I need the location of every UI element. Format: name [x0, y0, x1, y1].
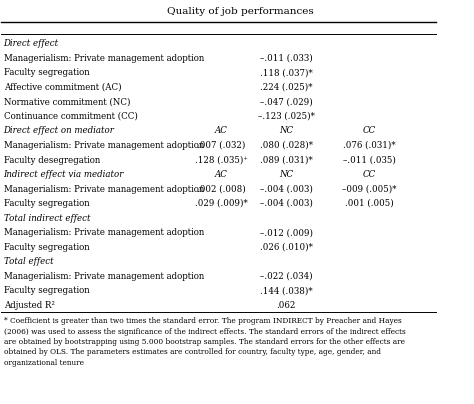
Text: Direct effect on mediator: Direct effect on mediator: [4, 126, 114, 135]
Text: NC: NC: [279, 126, 293, 135]
Text: –009 (.005)*: –009 (.005)*: [342, 185, 396, 194]
Text: .080 (.028)*: .080 (.028)*: [260, 141, 313, 150]
Text: Managerialism: Private management adoption: Managerialism: Private management adopti…: [4, 54, 204, 63]
Text: .128 (.035)⁺: .128 (.035)⁺: [194, 156, 247, 164]
Text: .007 (.032): .007 (.032): [197, 141, 245, 150]
Text: .001 (.005): .001 (.005): [345, 199, 393, 208]
Text: Managerialism: Private management adoption: Managerialism: Private management adopti…: [4, 271, 204, 280]
Text: –.004 (.003): –.004 (.003): [260, 199, 313, 208]
Text: * Coefficient is greater than two times the standard error. The program INDIRECT: * Coefficient is greater than two times …: [4, 317, 405, 367]
Text: CC: CC: [362, 170, 375, 179]
Text: Continuance commitment (CC): Continuance commitment (CC): [4, 112, 137, 121]
Text: –.011 (.035): –.011 (.035): [343, 156, 395, 164]
Text: CC: CC: [362, 126, 375, 135]
Text: Direct effect: Direct effect: [4, 40, 59, 48]
Text: Indirect effect via mediator: Indirect effect via mediator: [4, 170, 124, 179]
Text: Managerialism: Private management adoption: Managerialism: Private management adopti…: [4, 228, 204, 237]
Text: Affective commitment (AC): Affective commitment (AC): [4, 83, 121, 92]
Text: AC: AC: [215, 170, 228, 179]
Text: .062: .062: [277, 301, 296, 309]
Text: .026 (.010)*: .026 (.010)*: [260, 242, 313, 252]
Text: .118 (.037)*: .118 (.037)*: [260, 68, 313, 78]
Text: AC: AC: [215, 126, 228, 135]
Text: Total indirect effect: Total indirect effect: [4, 214, 90, 223]
Text: Faculty segregation: Faculty segregation: [4, 68, 89, 78]
Text: Faculty desegregation: Faculty desegregation: [4, 156, 100, 164]
Text: Quality of job performances: Quality of job performances: [167, 7, 314, 16]
Text: –.004 (.003): –.004 (.003): [260, 185, 313, 194]
Text: NC: NC: [279, 170, 293, 179]
Text: Faculty segregation: Faculty segregation: [4, 242, 89, 252]
Text: .002 (.008): .002 (.008): [197, 185, 246, 194]
Text: Faculty segregation: Faculty segregation: [4, 286, 89, 295]
Text: –.047 (.029): –.047 (.029): [260, 97, 313, 107]
Text: Managerialism: Private management adoption: Managerialism: Private management adopti…: [4, 141, 204, 150]
Text: .224 (.025)*: .224 (.025)*: [260, 83, 312, 92]
Text: Managerialism: Private management adoption: Managerialism: Private management adopti…: [4, 185, 204, 194]
Text: Adjusted R²: Adjusted R²: [4, 301, 55, 309]
Text: .076 (.031)*: .076 (.031)*: [343, 141, 395, 150]
Text: –.022 (.034): –.022 (.034): [260, 271, 313, 280]
Text: Total effect: Total effect: [4, 257, 53, 266]
Text: –.012 (.009): –.012 (.009): [260, 228, 313, 237]
Text: .089 (.031)*: .089 (.031)*: [260, 156, 313, 164]
Text: –.123 (.025)*: –.123 (.025)*: [258, 112, 315, 121]
Text: .144 (.038)*: .144 (.038)*: [260, 286, 313, 295]
Text: Normative commitment (NC): Normative commitment (NC): [4, 97, 130, 107]
Text: –.011 (.033): –.011 (.033): [260, 54, 313, 63]
Text: .029 (.009)*: .029 (.009)*: [195, 199, 247, 208]
Text: Faculty segregation: Faculty segregation: [4, 199, 89, 208]
